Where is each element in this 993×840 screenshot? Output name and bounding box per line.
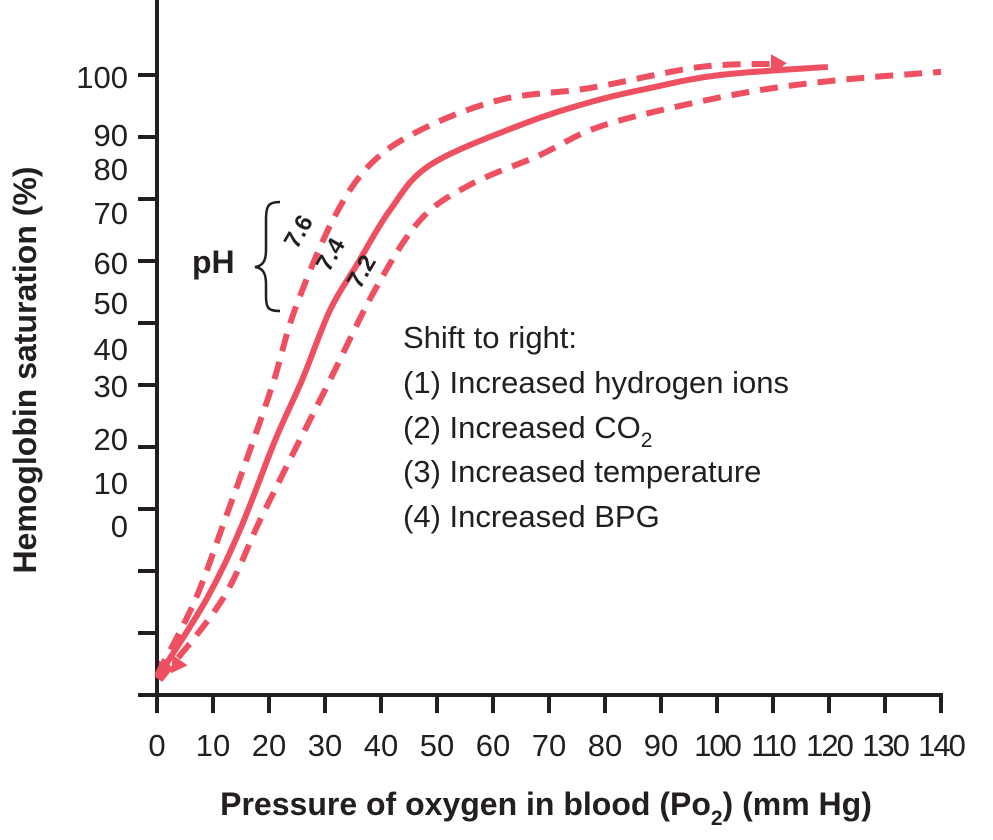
y-tick-label: 20 [94,422,128,457]
curve-ph-7-2 [157,68,942,682]
ph-brace-icon [254,200,281,313]
x-tick-label: 0 [148,728,165,763]
x-tick-label: 90 [644,728,678,763]
x-tick-label: 40 [364,728,398,763]
x-tick-label: 130 [862,728,909,763]
x-axis-title-tail: ) (mm Hg) [723,786,872,822]
x-axis-title-sub: 2 [711,807,723,830]
x-axis-title-o: o [691,786,711,822]
y-tick-label: 90 [94,118,128,153]
curve-ph-7-4 [154,63,829,680]
y-tick-label: 50 [94,286,128,321]
annotation-item-text: (1) Increased hydrogen ions [403,365,789,400]
y-tick-label: 60 [94,246,128,281]
x-tick-label: 50 [420,728,454,763]
x-tick-label: 70 [532,728,566,763]
y-tick-label: 40 [94,332,128,367]
curves [154,54,942,682]
y-tick-label: 70 [94,196,128,231]
annotation-item-sub: 2 [641,429,653,452]
x-axis-title: Pressure of oxygen in blood (Po2) (mm Hg… [220,786,872,830]
curve-label-7-6: 7.6 [279,211,319,253]
y-tick-label: 80 [94,152,128,187]
y-tick-label: 10 [94,466,128,501]
shift-annotation: Shift to right: (1) Increased hydrogen i… [403,320,789,534]
x-tick-label: 60 [476,728,510,763]
annotation-item-text: (4) Increased BPG [403,499,660,534]
x-axis-title-main: Pressure of oxygen in blood (P [220,786,691,822]
y-tick-label: 30 [94,369,128,404]
annotation-heading: Shift to right: [403,320,577,355]
annotation-item: (2) Increased CO2 [403,410,652,452]
ph-group-label: pH [192,244,235,280]
arrowhead-icon [171,655,188,674]
annotation-item: (1) Increased hydrogen ions [403,365,789,400]
x-tick-label: 20 [252,728,286,763]
y-ticks [138,73,157,697]
annotation-item-text: (3) Increased temperature [403,454,761,489]
y-tick-label: 100 [76,60,128,95]
x-tick-label: 30 [308,728,342,763]
annotation-item-text: (2) Increased CO [403,410,641,445]
curve-label-7-4: 7.4 [311,233,351,276]
x-tick-label: 110 [751,728,796,763]
x-ticks [155,695,943,713]
x-tick-label: 120 [806,728,853,763]
y-tick-labels: 100 90 80 70 60 50 40 30 20 10 0 [76,60,128,544]
axes [138,0,943,713]
arrowhead-icon [771,54,787,73]
annotation-item: (3) Increased temperature [403,454,761,489]
x-tick-label: 140 [918,728,965,763]
x-tick-label: 100 [694,728,741,763]
annotation-item: (4) Increased BPG [403,499,660,534]
x-tick-labels: 0 10 20 30 40 50 60 70 80 90 100 110 120… [148,728,967,763]
arrowhead-icon [158,660,175,679]
x-tick-label: 80 [588,728,622,763]
y-tick-label: 0 [111,509,128,544]
y-axis-title: Hemoglobin saturation (%) [7,166,43,573]
x-tick-label: 10 [196,728,230,763]
